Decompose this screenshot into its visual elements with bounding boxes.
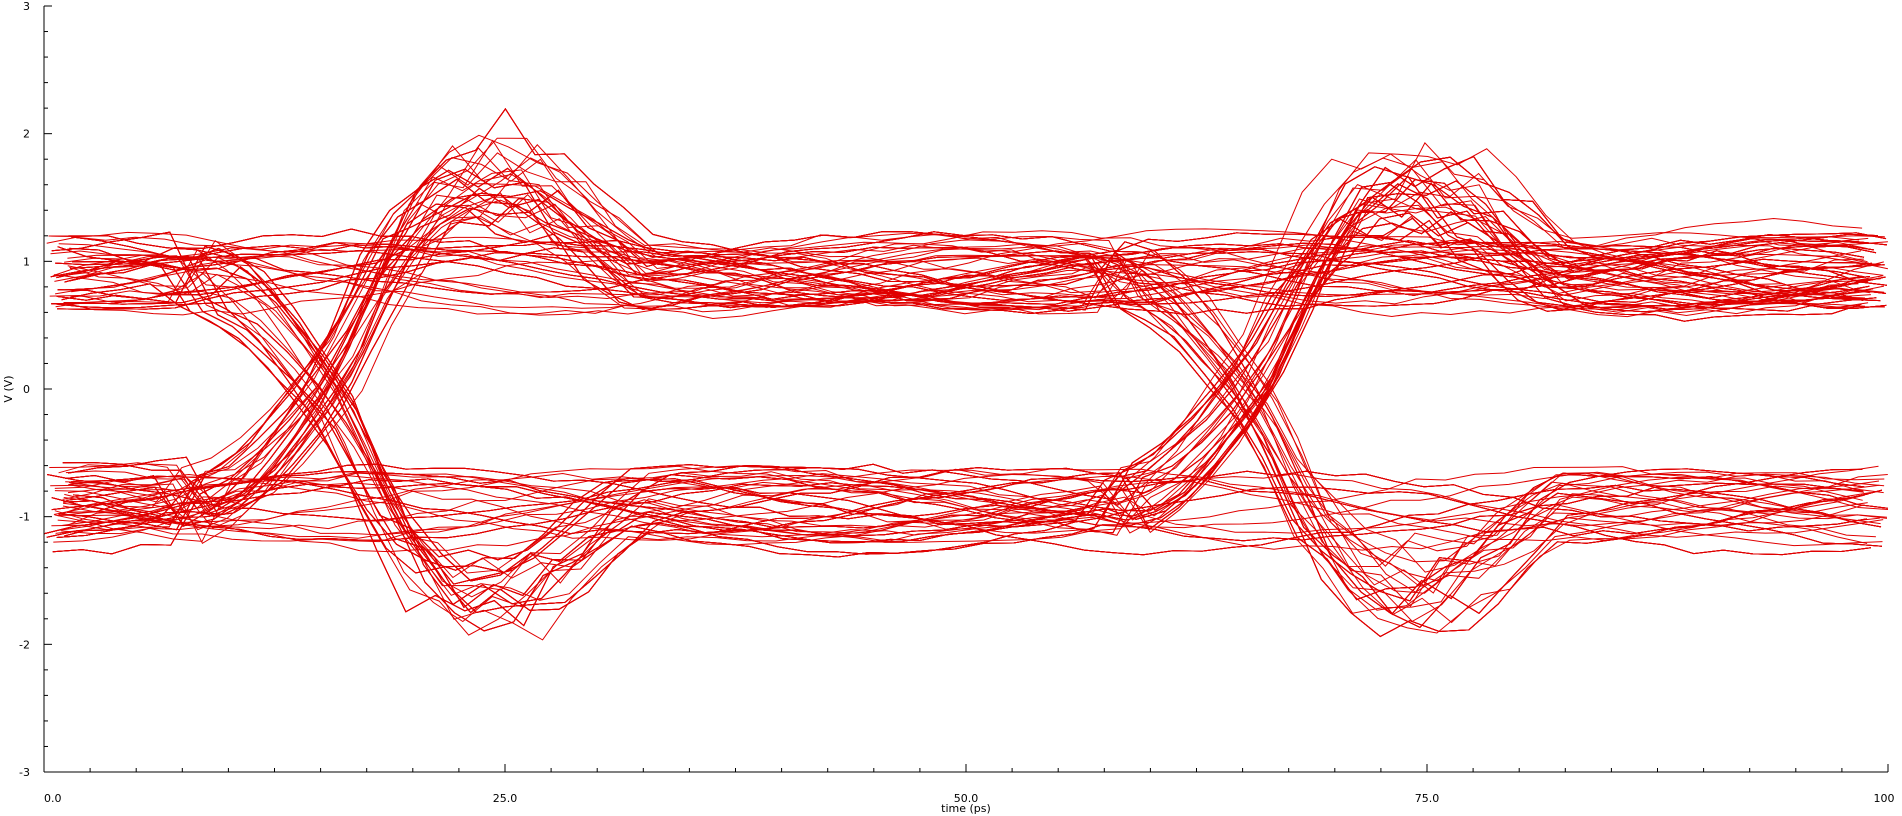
y-tick-label: -1	[19, 511, 30, 524]
eye-trace	[52, 203, 1883, 602]
eye-trace	[46, 197, 1877, 538]
eye-trace	[68, 145, 1869, 503]
eye-trace	[71, 236, 1871, 632]
eye-trace	[62, 108, 1863, 629]
eye-trace	[66, 470, 1867, 532]
eye-trace	[64, 249, 1865, 615]
eye-trace	[62, 108, 1863, 629]
eye-trace	[67, 254, 1868, 594]
x-axis-title: time (ps)	[941, 802, 991, 815]
eye-trace	[57, 179, 1888, 582]
eye-trace	[73, 178, 1874, 517]
eye-trace	[51, 238, 1881, 305]
eye-trace	[48, 231, 1879, 295]
eye-trace	[71, 236, 1871, 632]
axis-tick-labels: 0.0 25.0 50.0 75.0 100 3 2 1 0 -1 -2 -3	[19, 0, 1894, 805]
eye-trace	[63, 482, 1864, 542]
eye-trace	[64, 242, 1865, 303]
eye-trace	[51, 196, 1881, 582]
eye-trace	[61, 183, 1862, 574]
eye-trace	[67, 142, 1868, 601]
eye-trace	[69, 241, 1870, 306]
eye-trace	[71, 236, 1871, 632]
eye-trace	[62, 153, 1863, 539]
y-tick-label: 1	[23, 255, 30, 268]
eye-trace	[47, 166, 1877, 522]
eye-trace	[50, 139, 1880, 634]
eye-trace	[70, 183, 1870, 585]
y-tick-label: -3	[19, 766, 30, 779]
eye-trace	[62, 172, 1863, 542]
x-tick-label: 75.0	[1415, 792, 1440, 805]
y-tick-label: -2	[19, 638, 30, 651]
eye-trace	[56, 239, 1887, 301]
eye-trace	[62, 108, 1863, 629]
eye-trace	[54, 244, 1884, 614]
eye-trace	[49, 169, 1879, 611]
eye-trace	[44, 182, 1874, 543]
eye-trace	[54, 473, 1885, 536]
y-tick-label: 0	[23, 383, 30, 396]
eye-trace	[57, 252, 1887, 315]
x-tick-label: 0.0	[44, 792, 62, 805]
eye-trace	[55, 248, 1885, 623]
eye-traces	[44, 108, 1889, 641]
eye-trace	[66, 470, 1867, 532]
eye-trace	[69, 208, 1870, 579]
eye-trace	[46, 235, 1876, 594]
x-tick-label: 100	[1874, 792, 1895, 805]
eye-trace	[70, 148, 1871, 641]
eye-trace	[62, 183, 1863, 588]
eye-trace	[71, 236, 1871, 632]
axis-ticks	[43, 5, 1889, 773]
eye-trace	[52, 247, 1883, 638]
eye-trace	[51, 231, 1882, 627]
eye-trace	[68, 475, 1869, 537]
eye-trace	[62, 108, 1863, 629]
y-tick-label: 3	[23, 0, 30, 13]
x-tick-label: 50.0	[954, 792, 979, 805]
eye-trace	[66, 470, 1867, 532]
y-axis-title: V (V)	[2, 375, 15, 402]
eye-trace	[71, 236, 1871, 632]
eye-trace	[66, 470, 1867, 532]
eye-trace	[50, 175, 1881, 609]
eye-trace	[51, 212, 1882, 520]
eye-trace	[66, 470, 1867, 532]
y-tick-label: 2	[23, 128, 30, 141]
eye-trace	[51, 168, 1882, 526]
eye-trace	[58, 203, 1888, 598]
eye-trace	[57, 155, 1887, 614]
eye-trace	[49, 249, 1880, 623]
eye-trace	[69, 180, 1870, 606]
x-tick-label: 25.0	[493, 792, 518, 805]
eye-trace	[62, 108, 1863, 629]
eye-trace	[65, 144, 1866, 529]
